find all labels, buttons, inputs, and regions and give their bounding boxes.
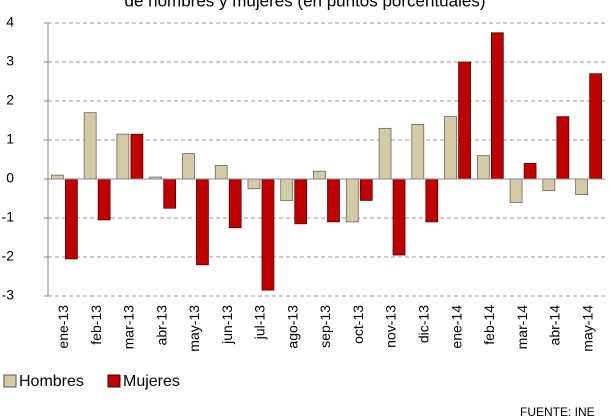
x-tick-label: ene-14: [448, 305, 464, 349]
bar: [51, 174, 64, 180]
bar: [476, 155, 490, 180]
x-tick-label: jun-13: [219, 305, 235, 345]
x-tick-label: oct-13: [350, 305, 366, 344]
bar: [327, 178, 340, 223]
y-tick-label: 0: [6, 170, 14, 186]
x-tick-label: may-14: [579, 305, 595, 352]
chart-title: de hombres y mujeres (en puntos porcentu…: [125, 0, 486, 10]
legend-swatch: [107, 374, 121, 388]
legend-label: Hombres: [19, 373, 84, 390]
bar: [182, 153, 195, 180]
x-tick-label: abr-13: [153, 305, 169, 346]
x-tick-label: mar-13: [121, 305, 137, 350]
y-tick-label: 3: [6, 53, 14, 69]
bar: [83, 112, 97, 180]
bar: [589, 73, 602, 180]
bar: [359, 178, 373, 201]
bar: [425, 178, 439, 223]
x-tick-label: mar-14: [514, 305, 530, 350]
legend-label: Mujeres: [123, 373, 180, 390]
bar: [392, 178, 406, 256]
x-tick-label: dic-13: [415, 305, 431, 343]
x-tick-label: nov-13: [383, 305, 399, 348]
bar: [116, 133, 130, 180]
bar: [228, 178, 242, 229]
x-tick-label: abr-14: [547, 305, 563, 346]
bar: [556, 116, 570, 180]
source-note: FUENTE: INE: [520, 405, 595, 419]
x-tick-label: feb-14: [481, 305, 497, 345]
bar: [490, 32, 504, 180]
y-tick-label: 1: [6, 131, 14, 147]
bar: [214, 165, 228, 180]
bar: [247, 178, 261, 190]
bar: [523, 163, 537, 180]
y-tick-label: 2: [6, 92, 14, 108]
x-tick-label: feb-13: [88, 305, 104, 345]
bar: [411, 124, 425, 180]
x-tick-label: may-13: [186, 305, 202, 352]
bar: [509, 178, 523, 203]
legend-swatch: [3, 374, 17, 388]
x-tick-label: sep-13: [317, 305, 333, 348]
bar: [280, 178, 294, 201]
bar: [444, 116, 457, 180]
bar: [378, 127, 392, 180]
x-tick-label: jul-13: [252, 305, 268, 340]
bar: [196, 178, 209, 266]
bar: [458, 61, 471, 180]
y-tick-label: 4: [6, 14, 14, 30]
y-tick-label: -2: [2, 248, 15, 264]
bar: [130, 133, 144, 180]
bar: [542, 178, 556, 192]
bar: [345, 178, 359, 223]
bar: [163, 178, 177, 209]
x-tick-label: ene-13: [55, 305, 71, 349]
x-tick-label: ago-13: [284, 305, 300, 349]
y-tick-label: -3: [2, 287, 15, 303]
bar: [261, 178, 275, 291]
bar: [294, 178, 308, 225]
bar: [313, 170, 326, 180]
y-tick-label: -1: [2, 209, 15, 225]
bar: [575, 178, 588, 195]
bar: [65, 178, 78, 260]
bar: [97, 178, 111, 221]
